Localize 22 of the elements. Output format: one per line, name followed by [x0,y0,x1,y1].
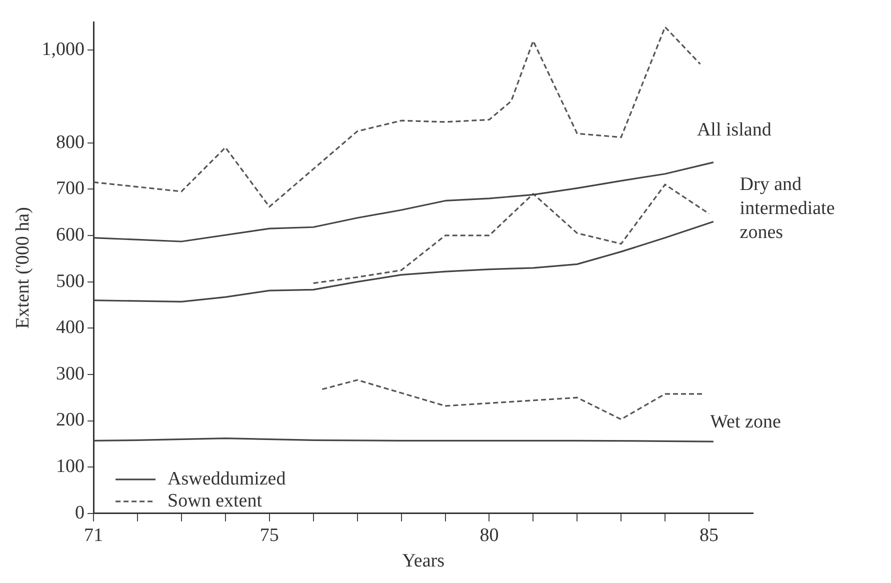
y-tick-label: 800 [56,132,85,153]
x-axis-title: Years [402,550,444,572]
y-tick-label: 300 [56,363,85,384]
line-series [312,184,710,284]
y-tick-label: 400 [56,317,85,338]
x-tick-label: 75 [260,524,279,546]
y-tick-label: 1,000 [42,39,85,60]
legend-label: Asweddumized [168,468,286,490]
x-tick-label: 85 [700,524,719,546]
y-tick-label: 500 [56,270,85,292]
y-tick-label: 700 [56,178,85,200]
y-axis-title: Extent ('000 ha) [12,207,34,329]
y-tick-label: 600 [56,224,85,246]
y-tick-label: 100 [56,456,85,478]
x-tick-label: 71 [84,524,104,546]
annotation: All island [696,119,772,140]
y-tick-label: 200 [56,410,85,431]
legend-label: Sown extent [168,490,263,512]
annotation: Dry and intermediate zones [740,174,835,243]
x-tick-label: 80 [480,524,499,546]
annotation: Wet zone [710,412,781,433]
y-tick-label: 0 [75,502,85,524]
